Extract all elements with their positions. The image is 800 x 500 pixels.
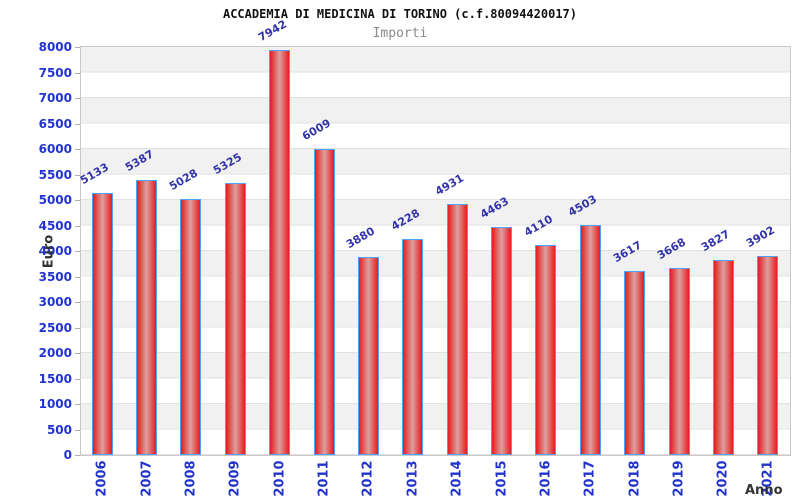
- x-tick-label: 2016: [538, 460, 554, 497]
- y-tick-label: 5000: [38, 193, 72, 207]
- x-tick-label: 2013: [405, 460, 421, 497]
- y-tick-mark: [75, 174, 80, 176]
- bar: [313, 148, 335, 455]
- y-tick-label: 8000: [38, 40, 72, 54]
- x-tick-label: 2009: [227, 460, 243, 497]
- y-tick-label: 6000: [38, 142, 72, 156]
- y-tick-mark: [75, 327, 80, 329]
- x-tick-label: 2020: [715, 460, 731, 497]
- y-tick-label: 7000: [38, 91, 72, 105]
- x-tick-label: 2015: [494, 460, 510, 497]
- y-tick-mark: [75, 98, 80, 99]
- y-tick-mark: [75, 251, 80, 252]
- y-tick-label: 3000: [38, 295, 72, 309]
- y-tick-mark: [75, 225, 80, 227]
- y-tick-label: 7500: [38, 65, 72, 80]
- bar: [269, 49, 291, 455]
- x-tick-label: 2019: [671, 460, 687, 497]
- chart-title: ACCADEMIA DI MEDICINA DI TORINO (c.f.800…: [222, 7, 577, 21]
- y-tick-label: 1000: [38, 397, 72, 411]
- y-tick-mark: [75, 429, 80, 431]
- y-tick-mark: [75, 123, 80, 125]
- bar: [180, 198, 202, 455]
- y-tick-label: 3500: [38, 269, 72, 284]
- x-tick-label: 2011: [316, 460, 332, 497]
- x-tick-label: 2007: [139, 460, 155, 497]
- y-tick-mark: [75, 455, 80, 456]
- x-tick-label: 2012: [360, 460, 376, 497]
- y-tick-mark: [75, 302, 80, 303]
- bar: [136, 180, 158, 455]
- y-tick-label: 4500: [38, 218, 72, 233]
- bar: [491, 227, 513, 455]
- bar: [579, 225, 601, 455]
- y-tick-mark: [75, 353, 80, 354]
- y-tick-mark: [75, 47, 80, 48]
- bar: [712, 259, 734, 455]
- bar: [357, 257, 379, 455]
- y-tick-label: 2500: [38, 320, 72, 335]
- x-tick-label: 2018: [627, 460, 643, 497]
- y-axis-title: Euro: [41, 234, 57, 269]
- bar: [91, 193, 113, 455]
- y-tick-label: 2000: [38, 346, 72, 360]
- x-tick-label: 2008: [183, 460, 199, 497]
- y-tick-mark: [75, 149, 80, 150]
- y-tick-label: 1500: [38, 371, 72, 386]
- y-tick-mark: [75, 404, 80, 405]
- y-tick-label: 0: [63, 448, 72, 462]
- x-axis-title: Anno: [745, 483, 783, 498]
- y-tick-mark: [75, 200, 80, 201]
- chart-subtitle: Importi: [372, 26, 428, 41]
- bar: [446, 203, 468, 455]
- y-tick-label: 5500: [38, 167, 72, 182]
- x-tick-label: 2010: [272, 460, 288, 497]
- bar: [402, 239, 424, 455]
- y-tick-label: 500: [46, 422, 72, 437]
- y-tick-label: 6500: [38, 116, 72, 131]
- y-tick-mark: [75, 378, 80, 380]
- bar: [757, 255, 779, 455]
- bar: [668, 267, 690, 455]
- bar: [224, 183, 246, 455]
- y-tick-mark: [75, 276, 80, 278]
- x-tick-label: 2006: [94, 460, 110, 497]
- y-tick-label: 4000: [38, 244, 72, 258]
- x-tick-label: 2014: [449, 460, 465, 497]
- y-tick-mark: [75, 72, 80, 74]
- bar: [624, 270, 646, 455]
- x-tick-label: 2017: [582, 460, 598, 497]
- bar: [535, 245, 557, 455]
